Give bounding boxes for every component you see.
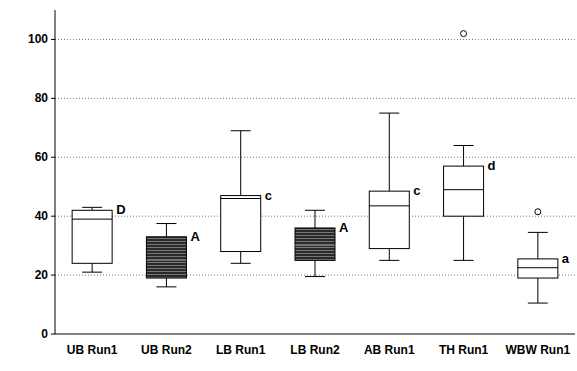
tick-label: 0	[41, 327, 48, 341]
whisker-cap	[231, 130, 251, 131]
whisker	[315, 210, 316, 228]
whisker	[463, 145, 464, 166]
whisker	[389, 249, 390, 261]
whisker	[166, 278, 167, 287]
box	[221, 196, 261, 252]
tick	[51, 39, 55, 40]
group-label: A	[339, 220, 349, 235]
whisker-cap	[82, 272, 102, 273]
category-label: UB Run2	[141, 343, 192, 357]
median	[295, 245, 335, 246]
whisker	[166, 224, 167, 237]
whisker-cap	[156, 223, 176, 224]
group-label: c	[413, 183, 420, 198]
category-label: LB Run2	[290, 343, 340, 357]
grid-line	[55, 157, 575, 158]
tick-label: 60	[35, 150, 49, 164]
whisker	[240, 252, 241, 264]
whisker	[537, 278, 538, 303]
box	[444, 166, 484, 216]
category-label: WBW Run1	[506, 343, 571, 357]
whisker	[92, 263, 93, 272]
whisker	[240, 131, 241, 196]
whisker-cap	[454, 145, 474, 146]
outlier	[535, 209, 541, 215]
box	[369, 191, 409, 248]
category-label: UB Run1	[67, 343, 118, 357]
chart: 0 20 40 60 80 100 D UB Run1 A UB Run2 c LB Run1 A LB …	[0, 0, 577, 371]
tick	[51, 334, 55, 335]
whisker-cap	[454, 260, 474, 261]
median	[221, 198, 261, 199]
tick-label: 40	[35, 209, 49, 223]
box	[72, 210, 112, 263]
grid-line	[55, 39, 575, 40]
y-axis	[55, 10, 56, 334]
group-label: D	[116, 202, 125, 217]
tick	[51, 98, 55, 99]
box	[295, 228, 335, 260]
median	[72, 219, 112, 220]
group-label: A	[190, 229, 200, 244]
tick-label: 100	[28, 32, 48, 46]
whisker-cap	[156, 286, 176, 287]
x-axis	[55, 334, 575, 335]
tick	[51, 275, 55, 276]
category-label: TH Run1	[439, 343, 489, 357]
median	[518, 267, 558, 268]
whisker-cap	[379, 260, 399, 261]
group-label: c	[265, 188, 272, 203]
plot	[72, 31, 558, 304]
whisker	[537, 232, 538, 259]
whisker-cap	[231, 263, 251, 264]
group-label: d	[488, 158, 496, 173]
whisker-cap	[528, 232, 548, 233]
tick-label: 20	[35, 268, 49, 282]
whisker-cap	[305, 210, 325, 211]
median	[444, 189, 484, 190]
whisker-cap	[82, 207, 102, 208]
category-label: AB Run1	[364, 343, 415, 357]
tick	[51, 157, 55, 158]
tick	[51, 216, 55, 217]
tick-label: 80	[35, 91, 49, 105]
box	[518, 259, 558, 278]
whisker	[463, 216, 464, 260]
whisker-cap	[528, 303, 548, 304]
median	[146, 260, 186, 261]
box	[146, 237, 186, 278]
whisker	[315, 260, 316, 276]
whisker-cap	[305, 276, 325, 277]
category-label: LB Run1	[216, 343, 266, 357]
median	[369, 205, 409, 206]
group-label: a	[562, 251, 570, 266]
whisker-cap	[379, 113, 399, 114]
outlier	[461, 31, 467, 37]
whisker	[389, 113, 390, 191]
grid-line	[55, 98, 575, 99]
